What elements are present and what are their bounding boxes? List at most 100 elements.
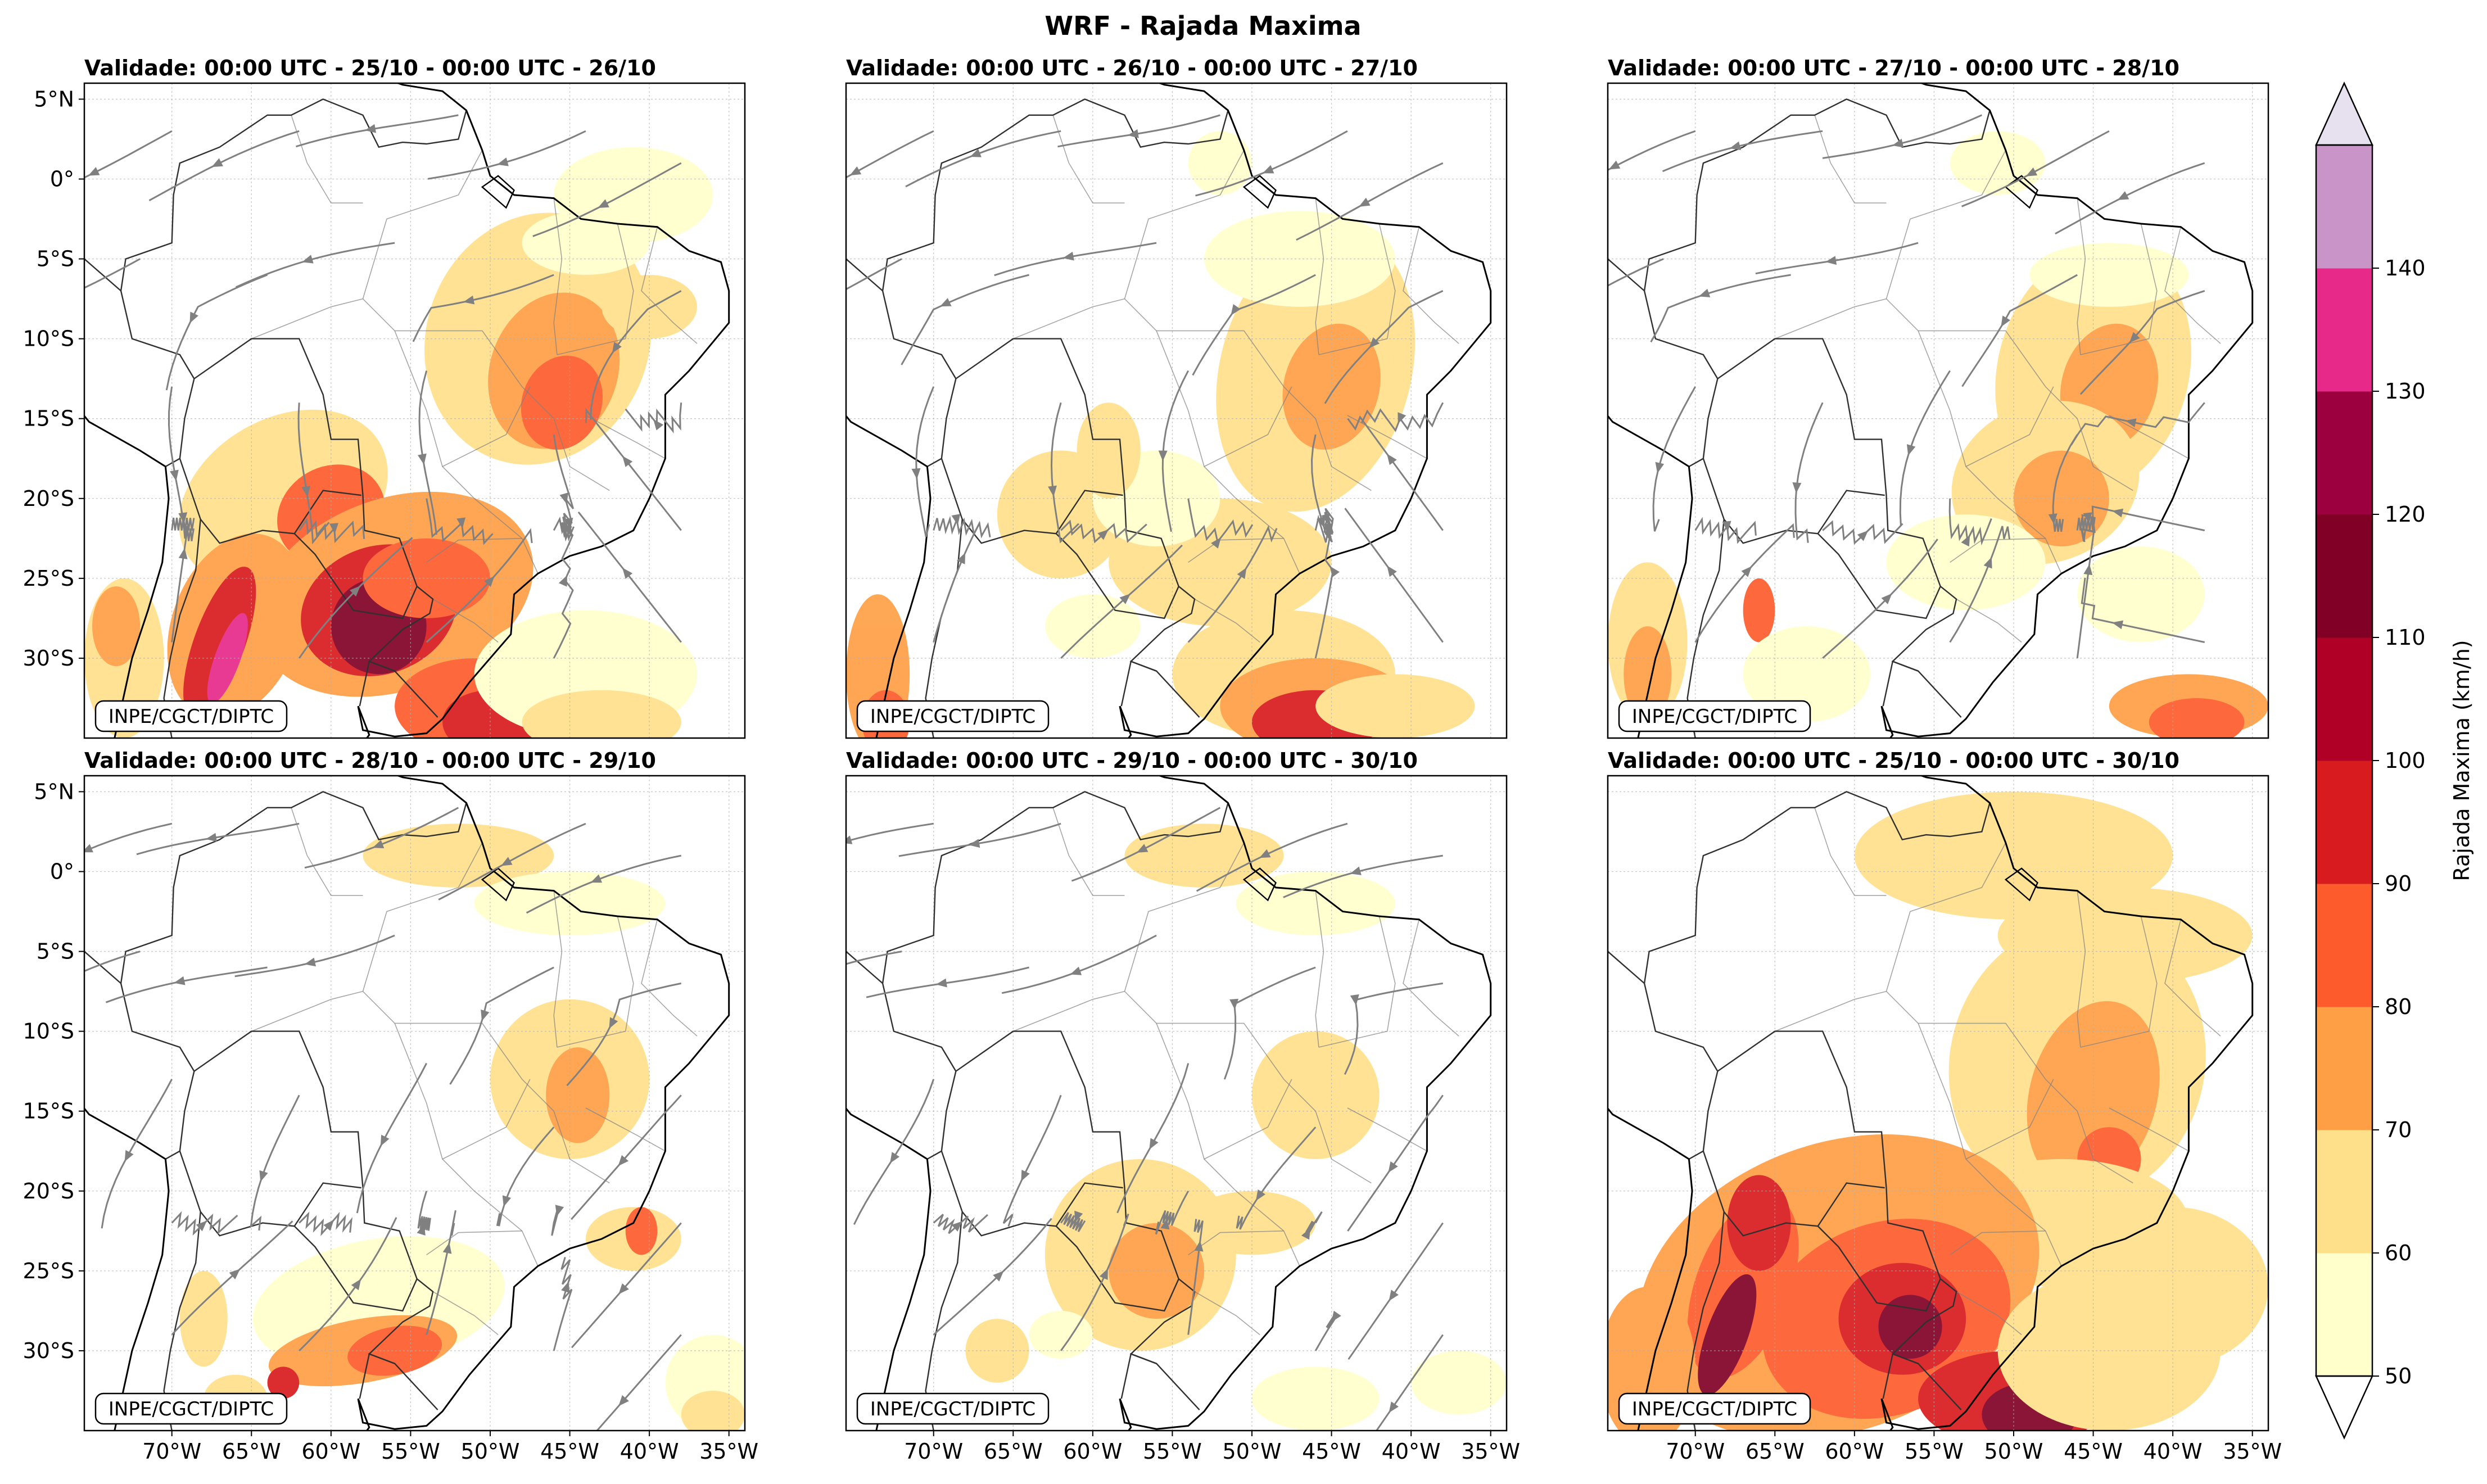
lon-tick-label: 50°W [1984,1439,2043,1464]
state-boundary [1775,990,2133,1184]
gust-area [1743,578,1775,643]
lat-tick-label: 30°S [23,646,74,671]
map-panel-5: Validade: 00:00 UTC - 29/10 - 00:00 UTC … [845,748,1520,1464]
streamline [1057,114,1220,148]
streamline-arrow [323,1220,334,1231]
state-boundary [1013,298,1372,491]
streamline-arrow [1387,454,1397,465]
map-content [84,83,745,738]
colorbar-segment [2316,884,2372,1007]
gridlines [84,776,745,1431]
streamline-arrow [939,298,952,307]
state-boundary [1918,1023,2062,1266]
streamline [298,517,365,544]
gust-area [1188,131,1252,195]
state-boundary [2164,919,2221,1037]
streamline-arrow [178,512,188,524]
streamline-arrow [124,1150,134,1162]
streamline-arrow [1825,256,1837,265]
map-frame [845,82,1508,739]
country-boundary [881,791,1229,1160]
lon-tick-label: 40°W [620,1439,679,1464]
state-boundary [1347,1107,1427,1152]
wind-streamlines [846,114,1444,659]
streamline [590,290,682,420]
streamline [148,130,300,202]
streamline-arrow [1160,1218,1170,1230]
streamline-arrow [1099,1268,1108,1281]
lon-tick-label: 55°W [1905,1439,1964,1464]
state-boundary [1885,150,2006,299]
colorbar-tick-label: 100 [2385,748,2426,773]
streamline-arrow [302,255,314,264]
country-boundary [846,258,883,292]
colorbar-segment [2316,391,2372,515]
colorbar-tick-label: 70 [2385,1117,2412,1142]
marajo-island [481,175,515,209]
gust-area [2077,546,2205,643]
country-boundary [881,98,1229,468]
coastline [1119,776,1492,1431]
wind-streamlines [846,807,1444,1431]
gust-area [1077,402,1141,499]
streamline [933,515,981,537]
credit-badge [856,1392,1050,1425]
state-boundary [1194,1291,1260,1336]
gust-area [92,586,141,667]
streamline [417,1191,431,1231]
map-panel-1: Validade: 00:00 UTC - 25/10 - 00:00 UTC … [23,56,746,739]
state-boundary [1156,1023,1300,1266]
lon-tick-label: 70°W [1666,1439,1725,1464]
state-boundary [553,890,563,1048]
streamline-arrow [349,586,361,597]
lat-tick-label: 25°S [23,566,74,591]
streamline-arrow [259,1170,268,1182]
gust-area [347,1325,442,1376]
streamline [296,114,459,148]
streamline-arrow [442,1242,452,1254]
streamline-arrow [1194,1240,1204,1252]
streamline [356,1062,428,1214]
state-boundary [291,807,363,896]
streamline-arrow [1301,1228,1310,1240]
gust-area [183,567,256,718]
gust-area [1886,514,2046,610]
streamline-arrow [622,567,633,579]
coastline [1880,776,2254,1431]
panels: Validade: 00:00 UTC - 25/10 - 00:00 UTC … [23,56,2282,1464]
state-boundary [1965,386,2054,467]
map-panel-6: Validade: 00:00 UTC - 25/10 - 00:00 UTC … [1607,748,2282,1464]
streamline [596,1334,682,1431]
country-boundary [293,1182,361,1227]
streamline-arrow [1983,556,1992,569]
state-boundary [251,990,610,1184]
panel-title: Validade: 00:00 UTC - 25/10 - 00:00 UTC … [1608,748,2179,773]
streamline-arrow [501,857,513,866]
streamline [1236,1126,1317,1230]
streamline-arrow [951,514,961,526]
state-boundary [1318,916,1396,1048]
streamline [449,966,554,1085]
colorbar-segment [2316,1130,2372,1254]
streamline-arrow [1369,337,1380,349]
colorbar-tick-label: 140 [2385,256,2426,280]
coastline [357,776,730,1431]
lon-tick-label: 65°W [222,1439,281,1464]
streamline-arrow [1388,1161,1398,1173]
lon-tick-label: 35°W [1461,1439,1520,1464]
state-boundary [1052,807,1125,896]
streamline [853,1079,935,1225]
streamline [1060,519,1147,544]
colorbar-segment [2316,145,2372,269]
panel-title: Validade: 00:00 UTC - 25/10 - 00:00 UTC … [84,56,656,80]
streamline-arrow [1857,530,1869,541]
streamline [905,130,1061,188]
coastline [357,83,730,738]
streamline [1949,526,2011,643]
streamline-arrow [598,199,609,209]
streamline-arrow [88,167,100,176]
streamline [496,1126,555,1227]
gust-area [1411,1351,1507,1415]
state-boundary [1965,1079,2054,1160]
lon-tick-label: 70°W [142,1439,201,1464]
